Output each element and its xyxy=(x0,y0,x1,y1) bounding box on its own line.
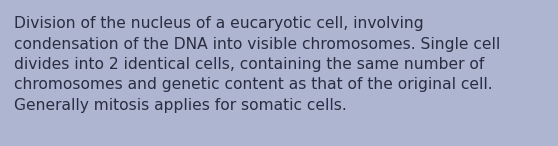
Text: Division of the nucleus of a eucaryotic cell, involving: Division of the nucleus of a eucaryotic … xyxy=(14,16,424,31)
Text: condensation of the DNA into visible chromosomes. Single cell: condensation of the DNA into visible chr… xyxy=(14,36,501,52)
Text: Generally mitosis applies for somatic cells.: Generally mitosis applies for somatic ce… xyxy=(14,98,347,113)
Text: chromosomes and genetic content as that of the original cell.: chromosomes and genetic content as that … xyxy=(14,78,493,93)
Text: divides into 2 identical cells, containing the same number of: divides into 2 identical cells, containi… xyxy=(14,57,484,72)
